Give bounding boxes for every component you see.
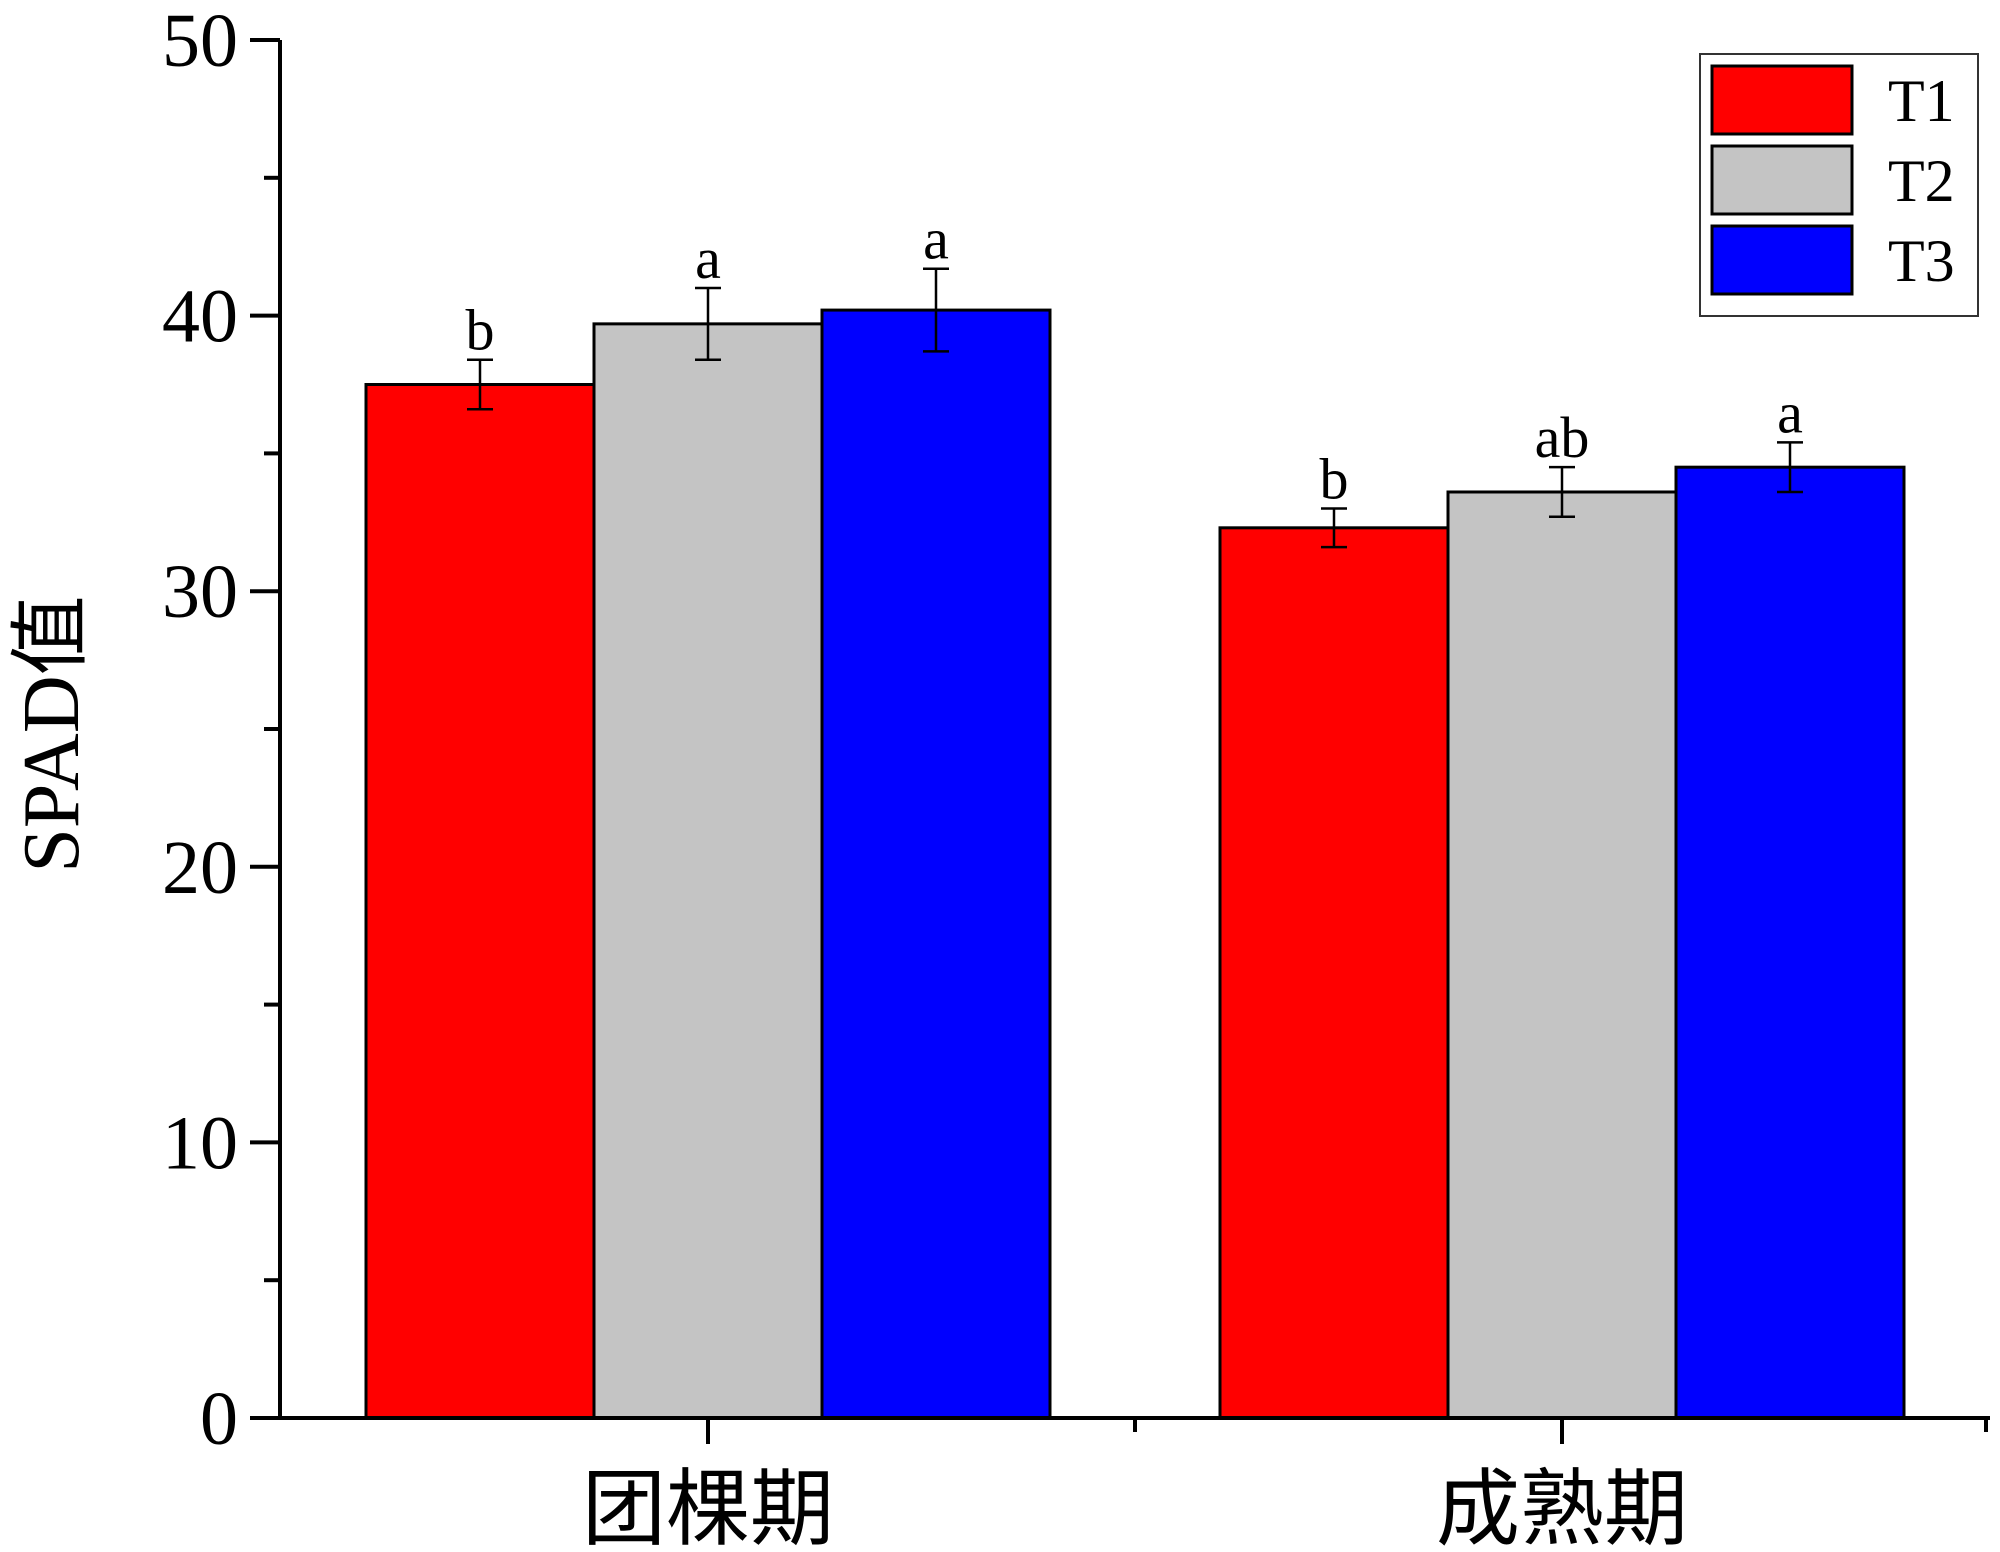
y-tick-label: 20	[162, 826, 238, 910]
significance-label: ab	[1535, 405, 1590, 470]
x-category-label: 成熟期	[1436, 1460, 1688, 1552]
x-axis-ticks: 团棵期 成熟期	[582, 1418, 1988, 1552]
legend-swatch-T2	[1710, 144, 1854, 216]
bar-T1-2	[1218, 526, 1450, 1420]
y-tick-label: 30	[162, 550, 238, 634]
significance-label: b	[1320, 447, 1349, 512]
legend-label-T1: T1	[1888, 68, 1955, 134]
x-category-label: 团棵期	[582, 1460, 834, 1552]
bar-T1-1	[364, 383, 596, 1420]
bars	[364, 308, 1906, 1420]
significance-label: a	[695, 226, 721, 291]
bar-T2-2	[1446, 490, 1678, 1420]
legend-label-T2: T2	[1888, 148, 1955, 214]
bar-T3-2	[1674, 465, 1906, 1420]
significance-label: a	[1777, 380, 1803, 445]
y-tick-label: 50	[162, 0, 238, 83]
y-tick-label: 0	[200, 1377, 238, 1461]
legend: T1 T2 T3	[1699, 53, 1979, 317]
y-tick-label: 10	[162, 1101, 238, 1185]
legend-swatch-T3	[1710, 224, 1854, 296]
bar-T3-1	[820, 308, 1052, 1420]
legend-swatch-T1	[1710, 64, 1854, 136]
y-axis-label: SPAD值	[8, 595, 96, 872]
bar-T2-1	[592, 322, 824, 1420]
y-tick-label: 40	[162, 275, 238, 359]
y-axis-ticks: 0 10 20 30 40 50	[162, 0, 280, 1461]
significance-label: a	[923, 207, 949, 272]
significance-label: b	[466, 298, 495, 363]
error-bars	[467, 267, 1803, 549]
legend-label-T3: T3	[1888, 228, 1955, 294]
